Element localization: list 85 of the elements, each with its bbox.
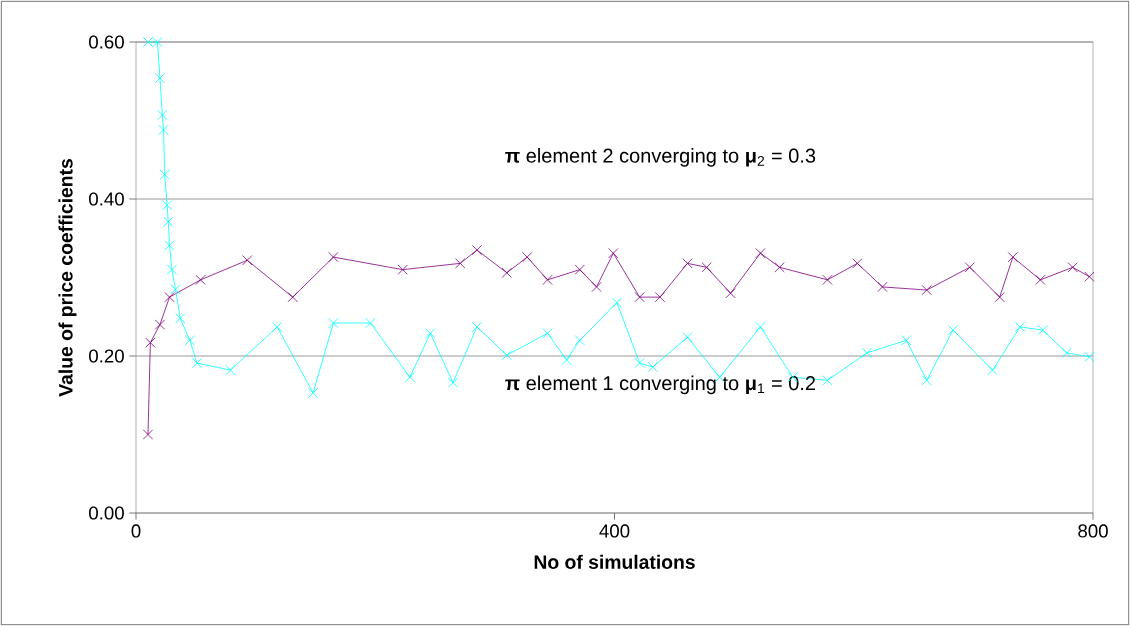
point: [574, 335, 585, 346]
point: [947, 324, 959, 336]
annotation: π element 2 converging to μ$_{2}$ = 0.3: [505, 148, 816, 167]
point: [307, 387, 319, 399]
point: [404, 372, 416, 383]
point: [611, 297, 623, 308]
point: [166, 264, 178, 275]
point: [901, 335, 912, 346]
point: [542, 274, 553, 285]
point: [455, 258, 466, 269]
point: [682, 258, 693, 269]
point: [328, 317, 339, 329]
y-tick-label: 0.60: [89, 35, 124, 49]
point: [1061, 347, 1072, 358]
x-axis-title: No of simulations: [534, 554, 695, 569]
point: [154, 319, 166, 330]
point: [542, 328, 553, 339]
point: [755, 248, 766, 259]
point: [634, 357, 645, 369]
point: [921, 375, 932, 386]
point: [145, 337, 156, 348]
point: [877, 281, 888, 293]
point: [1084, 351, 1095, 362]
y-tick-label: 0.40: [89, 192, 124, 206]
point: [184, 335, 195, 346]
point: [1067, 262, 1078, 273]
point: [272, 321, 283, 333]
point: [471, 244, 483, 256]
point: [164, 292, 175, 303]
point: [1084, 271, 1095, 282]
annotation: π element 1 converging to μ$_{1}$ = 0.2: [505, 375, 816, 395]
point: [987, 365, 998, 376]
point: [861, 347, 873, 358]
point: [242, 255, 253, 266]
point: [161, 200, 173, 211]
point: [725, 288, 736, 299]
point: [142, 429, 154, 440]
point: [170, 284, 181, 295]
point: [608, 248, 619, 259]
point: [774, 262, 785, 273]
point: [1007, 251, 1018, 263]
point: [164, 240, 175, 251]
point: [654, 292, 666, 303]
x-tick-label: 800: [1078, 524, 1108, 538]
y-tick-label: 0.20: [89, 349, 124, 363]
point: [157, 109, 168, 121]
point: [425, 328, 436, 339]
point: [501, 350, 512, 361]
y-tick-label: 0.00: [89, 506, 124, 520]
x-tick-label: 400: [599, 524, 630, 538]
point: [574, 264, 585, 275]
point: [964, 262, 975, 273]
point: [191, 357, 203, 369]
point: [822, 274, 833, 285]
point: [154, 73, 166, 84]
point: [397, 264, 408, 275]
point: [163, 216, 174, 227]
point: [591, 281, 602, 293]
point: [159, 169, 170, 180]
point: [195, 274, 206, 285]
point: [852, 258, 863, 269]
point: [225, 365, 236, 376]
point: [522, 251, 533, 263]
point: [447, 377, 459, 388]
y-axis-title: Value of price coefficients: [58, 159, 77, 397]
point: [921, 284, 932, 296]
point: [1037, 324, 1048, 336]
point: [1014, 321, 1026, 333]
point: [328, 251, 339, 263]
point: [822, 375, 833, 386]
point: [647, 361, 658, 373]
point: [175, 313, 186, 324]
point: [471, 321, 483, 333]
point: [561, 354, 572, 366]
point: [634, 292, 645, 303]
point: [365, 317, 376, 329]
point: [682, 332, 693, 343]
point: [287, 292, 298, 303]
point: [755, 321, 766, 333]
x-tick-label: 0: [131, 524, 141, 538]
point: [501, 267, 512, 278]
point: [1035, 274, 1046, 285]
point: [158, 124, 169, 136]
point: [994, 292, 1005, 303]
point: [701, 262, 712, 273]
